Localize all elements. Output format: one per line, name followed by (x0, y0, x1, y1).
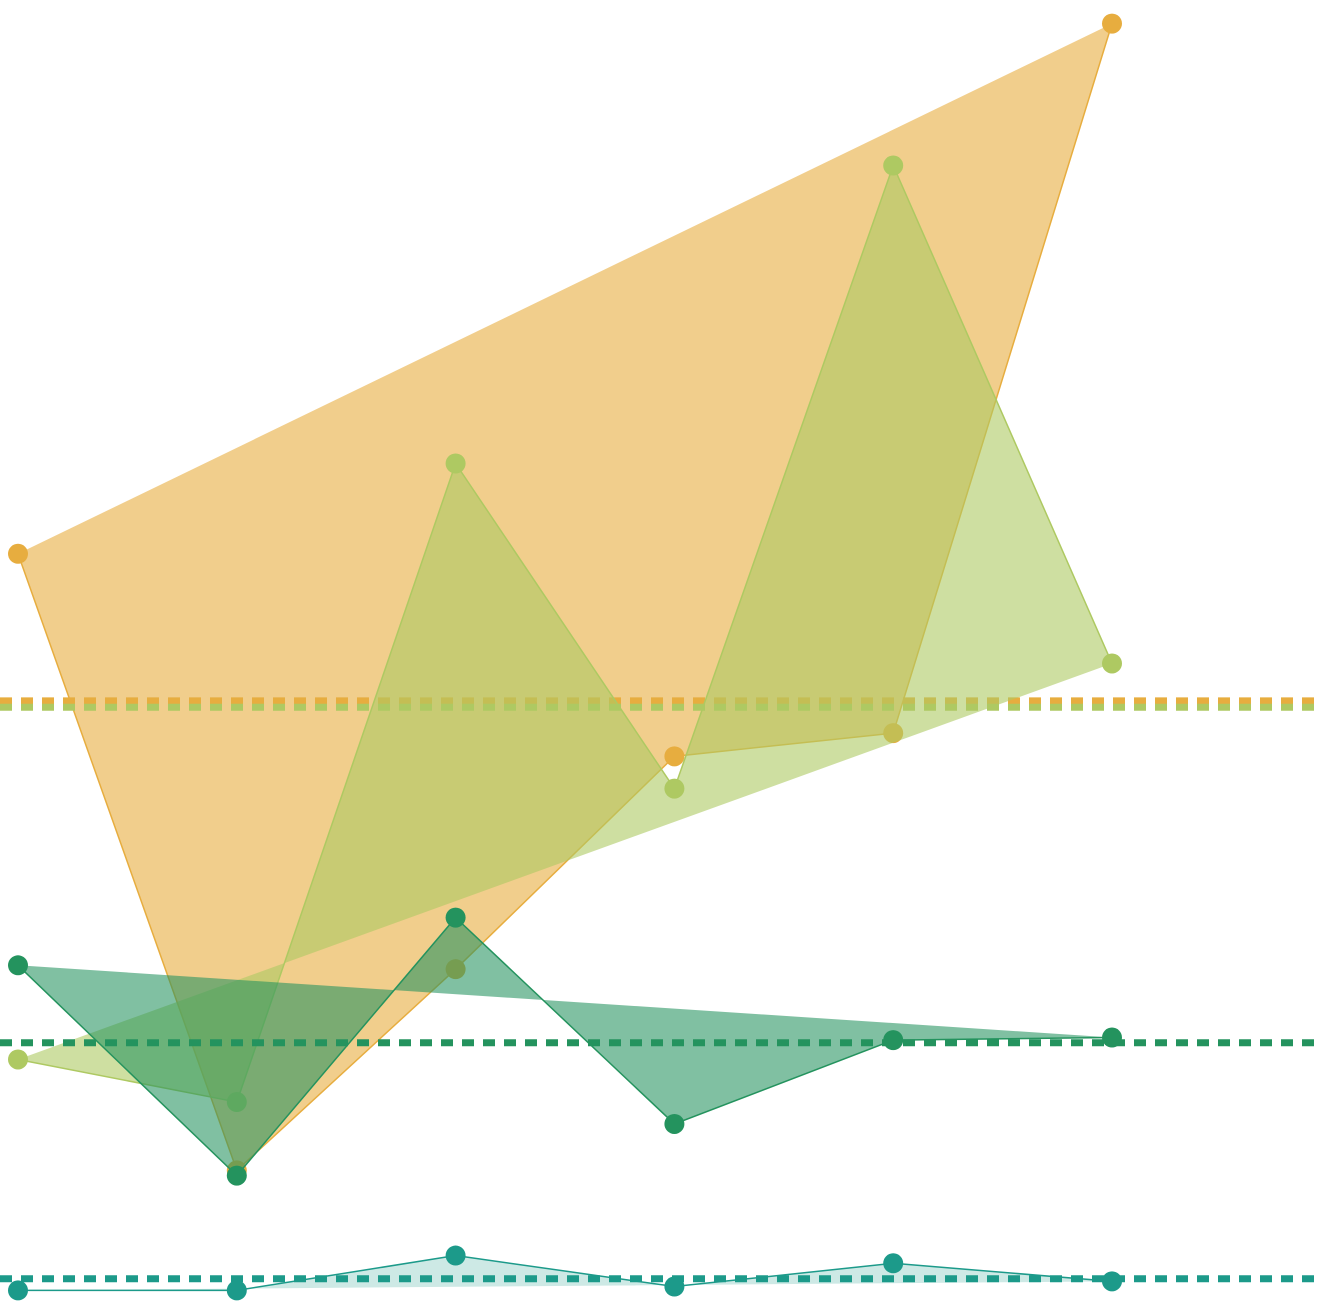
series-3-line (18, 1254, 1113, 1292)
series-3-point-1 (226, 1280, 247, 1301)
series-1-point-2 (445, 453, 466, 474)
series-0-area (18, 23, 1112, 1171)
series-1-area (18, 165, 1112, 1102)
series-2-point-2 (445, 907, 466, 928)
series-0-point-5 (1102, 13, 1122, 34)
series-2-point-3 (664, 1113, 685, 1134)
series-3-point-5 (1102, 1271, 1122, 1292)
series-1-point-3 (664, 778, 685, 799)
series-2 (0, 907, 1317, 1186)
series-2-point-1 (226, 1165, 247, 1186)
series-3-point-3 (664, 1276, 685, 1297)
series-0-point-3 (664, 746, 685, 767)
series-1-point-0 (8, 1049, 28, 1070)
series-3-area (18, 1255, 1112, 1291)
series-2-point-5 (1102, 1027, 1122, 1048)
series-2-point-4 (883, 1030, 904, 1051)
series-3-point-2 (445, 1245, 466, 1266)
series-1-point-5 (1102, 653, 1122, 674)
series-3-point-4 (883, 1253, 904, 1274)
series-3 (0, 1245, 1317, 1301)
series-0-point-0 (8, 543, 28, 564)
series-3-point-0 (8, 1280, 28, 1301)
series-1-point-4 (883, 155, 904, 176)
series-2-point-0 (8, 955, 28, 976)
